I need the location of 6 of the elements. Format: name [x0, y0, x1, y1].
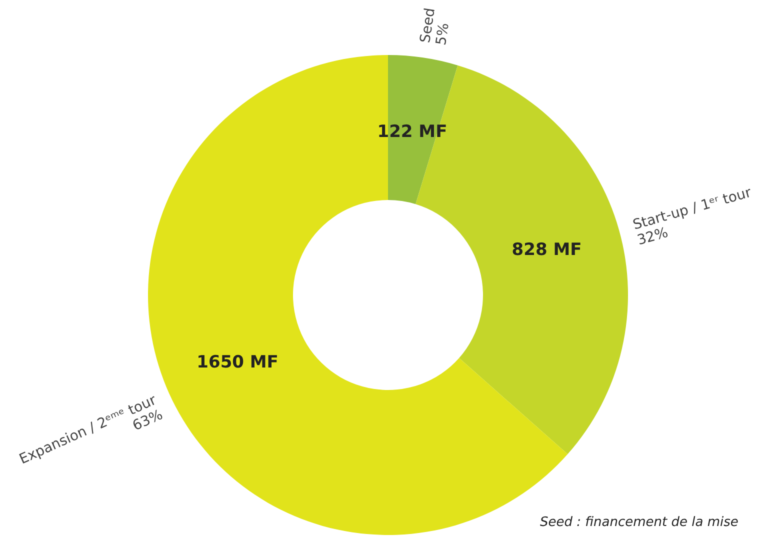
data-label: 828 MF: [512, 240, 582, 260]
text: Seed : financement de la mise: [540, 515, 738, 530]
donut-slice: [416, 65, 628, 454]
data-label: 1650 MF: [196, 352, 278, 373]
text: 5%: [433, 22, 452, 46]
data-label: 122 MF: [377, 122, 448, 142]
